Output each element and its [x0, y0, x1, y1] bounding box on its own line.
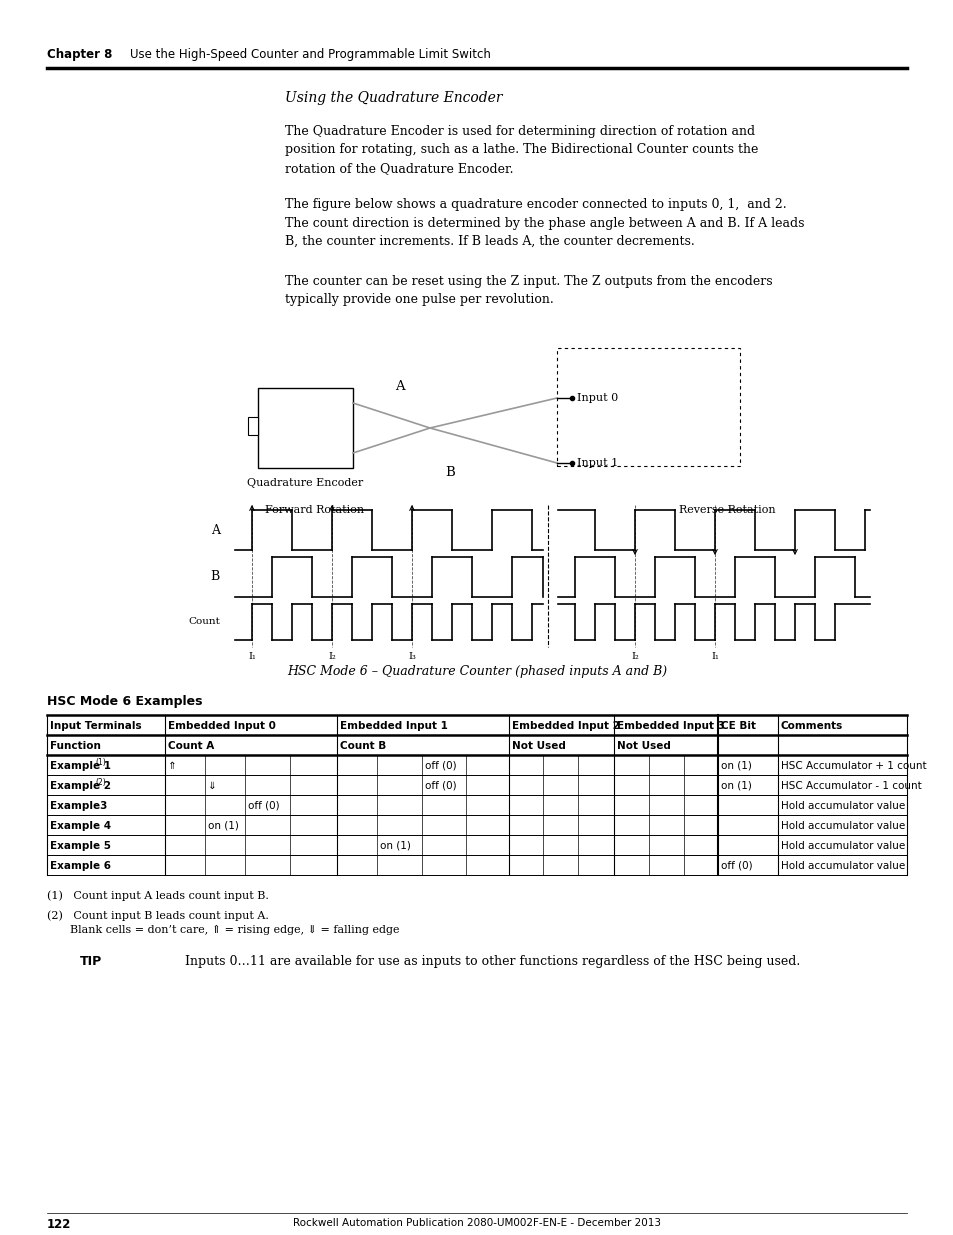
Text: off (0): off (0) [720, 861, 752, 871]
Text: Not Used: Not Used [512, 741, 565, 751]
Text: Example 6: Example 6 [50, 861, 111, 871]
Text: Forward Rotation: Forward Rotation [265, 505, 364, 515]
Text: I₁: I₁ [248, 652, 255, 661]
Text: Hold accumulator value: Hold accumulator value [781, 841, 904, 851]
Text: A: A [211, 524, 220, 536]
Text: (1)   Count input A leads count input B.: (1) Count input A leads count input B. [47, 890, 269, 900]
Text: Example 2: Example 2 [50, 781, 111, 790]
Bar [257, 388, 353, 468]
Text: Chapter 8: Chapter 8 [47, 48, 112, 61]
Text: Inputs 0…11 are available for use as inputs to other functions regardless of the: Inputs 0…11 are available for use as inp… [185, 955, 800, 968]
Text: 122: 122 [47, 1218, 71, 1231]
Text: I₃: I₃ [408, 652, 416, 661]
Text: Input 1: Input 1 [577, 458, 618, 468]
Text: TIP: TIP [80, 955, 102, 968]
Text: Hold accumulator value: Hold accumulator value [781, 821, 904, 831]
Text: Example3: Example3 [50, 802, 108, 811]
Text: off (0): off (0) [248, 802, 279, 811]
Bar [248, 417, 257, 435]
Text: Example 1: Example 1 [50, 761, 111, 771]
Text: Example 5: Example 5 [50, 841, 111, 851]
Text: Not Used: Not Used [617, 741, 670, 751]
Text: Quadrature Encoder: Quadrature Encoder [247, 478, 363, 488]
Text: Example 4: Example 4 [50, 821, 111, 831]
Text: CE Bit: CE Bit [720, 721, 755, 731]
Text: The figure below shows a quadrature encoder connected to inputs 0, 1,  and 2.
Th: The figure below shows a quadrature enco… [285, 198, 803, 248]
Text: on (1): on (1) [208, 821, 238, 831]
Text: Input Terminals: Input Terminals [50, 721, 141, 731]
Text: Embedded Input 2: Embedded Input 2 [512, 721, 619, 731]
Text: I₂: I₂ [328, 652, 335, 661]
Bar [557, 348, 740, 466]
Text: (2): (2) [95, 778, 106, 787]
Text: ⇑: ⇑ [168, 761, 176, 771]
Text: Reverse Rotation: Reverse Rotation [678, 505, 775, 515]
Text: Embedded Input 3: Embedded Input 3 [617, 721, 724, 731]
Text: Hold accumulator value: Hold accumulator value [781, 802, 904, 811]
Text: off (0): off (0) [424, 781, 456, 790]
Text: The Quadrature Encoder is used for determining direction of rotation and
positio: The Quadrature Encoder is used for deter… [285, 125, 758, 175]
Text: I₁: I₁ [710, 652, 719, 661]
Text: off (0): off (0) [424, 761, 456, 771]
Text: B: B [445, 467, 455, 479]
Text: Count B: Count B [339, 741, 386, 751]
Text: Hold accumulator value: Hold accumulator value [781, 861, 904, 871]
Text: Count: Count [188, 618, 220, 626]
Text: Comments: Comments [781, 721, 842, 731]
Text: A: A [395, 379, 404, 393]
Text: on (1): on (1) [720, 781, 751, 790]
Text: Using the Quadrature Encoder: Using the Quadrature Encoder [285, 91, 502, 105]
Text: Input 0: Input 0 [577, 393, 618, 403]
Text: ⇓: ⇓ [208, 781, 216, 790]
Text: I₂: I₂ [631, 652, 639, 661]
Text: HSC Accumulator + 1 count: HSC Accumulator + 1 count [781, 761, 925, 771]
Text: B: B [211, 571, 220, 583]
Text: Blank cells = don’t care, ⇑ = rising edge, ⇓ = falling edge: Blank cells = don’t care, ⇑ = rising edg… [70, 925, 399, 935]
Text: HSC Mode 6 Examples: HSC Mode 6 Examples [47, 695, 202, 708]
Text: Use the High-Speed Counter and Programmable Limit Switch: Use the High-Speed Counter and Programma… [130, 48, 491, 61]
Text: on (1): on (1) [720, 761, 751, 771]
Text: Rockwell Automation Publication 2080-UM002F-EN-E - December 2013: Rockwell Automation Publication 2080-UM0… [293, 1218, 660, 1228]
Text: Embedded Input 0: Embedded Input 0 [168, 721, 275, 731]
Text: Function: Function [50, 741, 101, 751]
Text: HSC Mode 6 – Quadrature Counter (phased inputs A and B): HSC Mode 6 – Quadrature Counter (phased … [287, 664, 666, 678]
Text: Count A: Count A [168, 741, 214, 751]
Text: Embedded Input 1: Embedded Input 1 [339, 721, 447, 731]
Text: HSC Accumulator - 1 count: HSC Accumulator - 1 count [781, 781, 921, 790]
Text: on (1): on (1) [379, 841, 411, 851]
Text: (2)   Count input B leads count input A.: (2) Count input B leads count input A. [47, 910, 269, 920]
Text: (1): (1) [95, 757, 106, 767]
Text: The counter can be reset using the Z input. The Z outputs from the encoders
typi: The counter can be reset using the Z inp… [285, 275, 772, 306]
